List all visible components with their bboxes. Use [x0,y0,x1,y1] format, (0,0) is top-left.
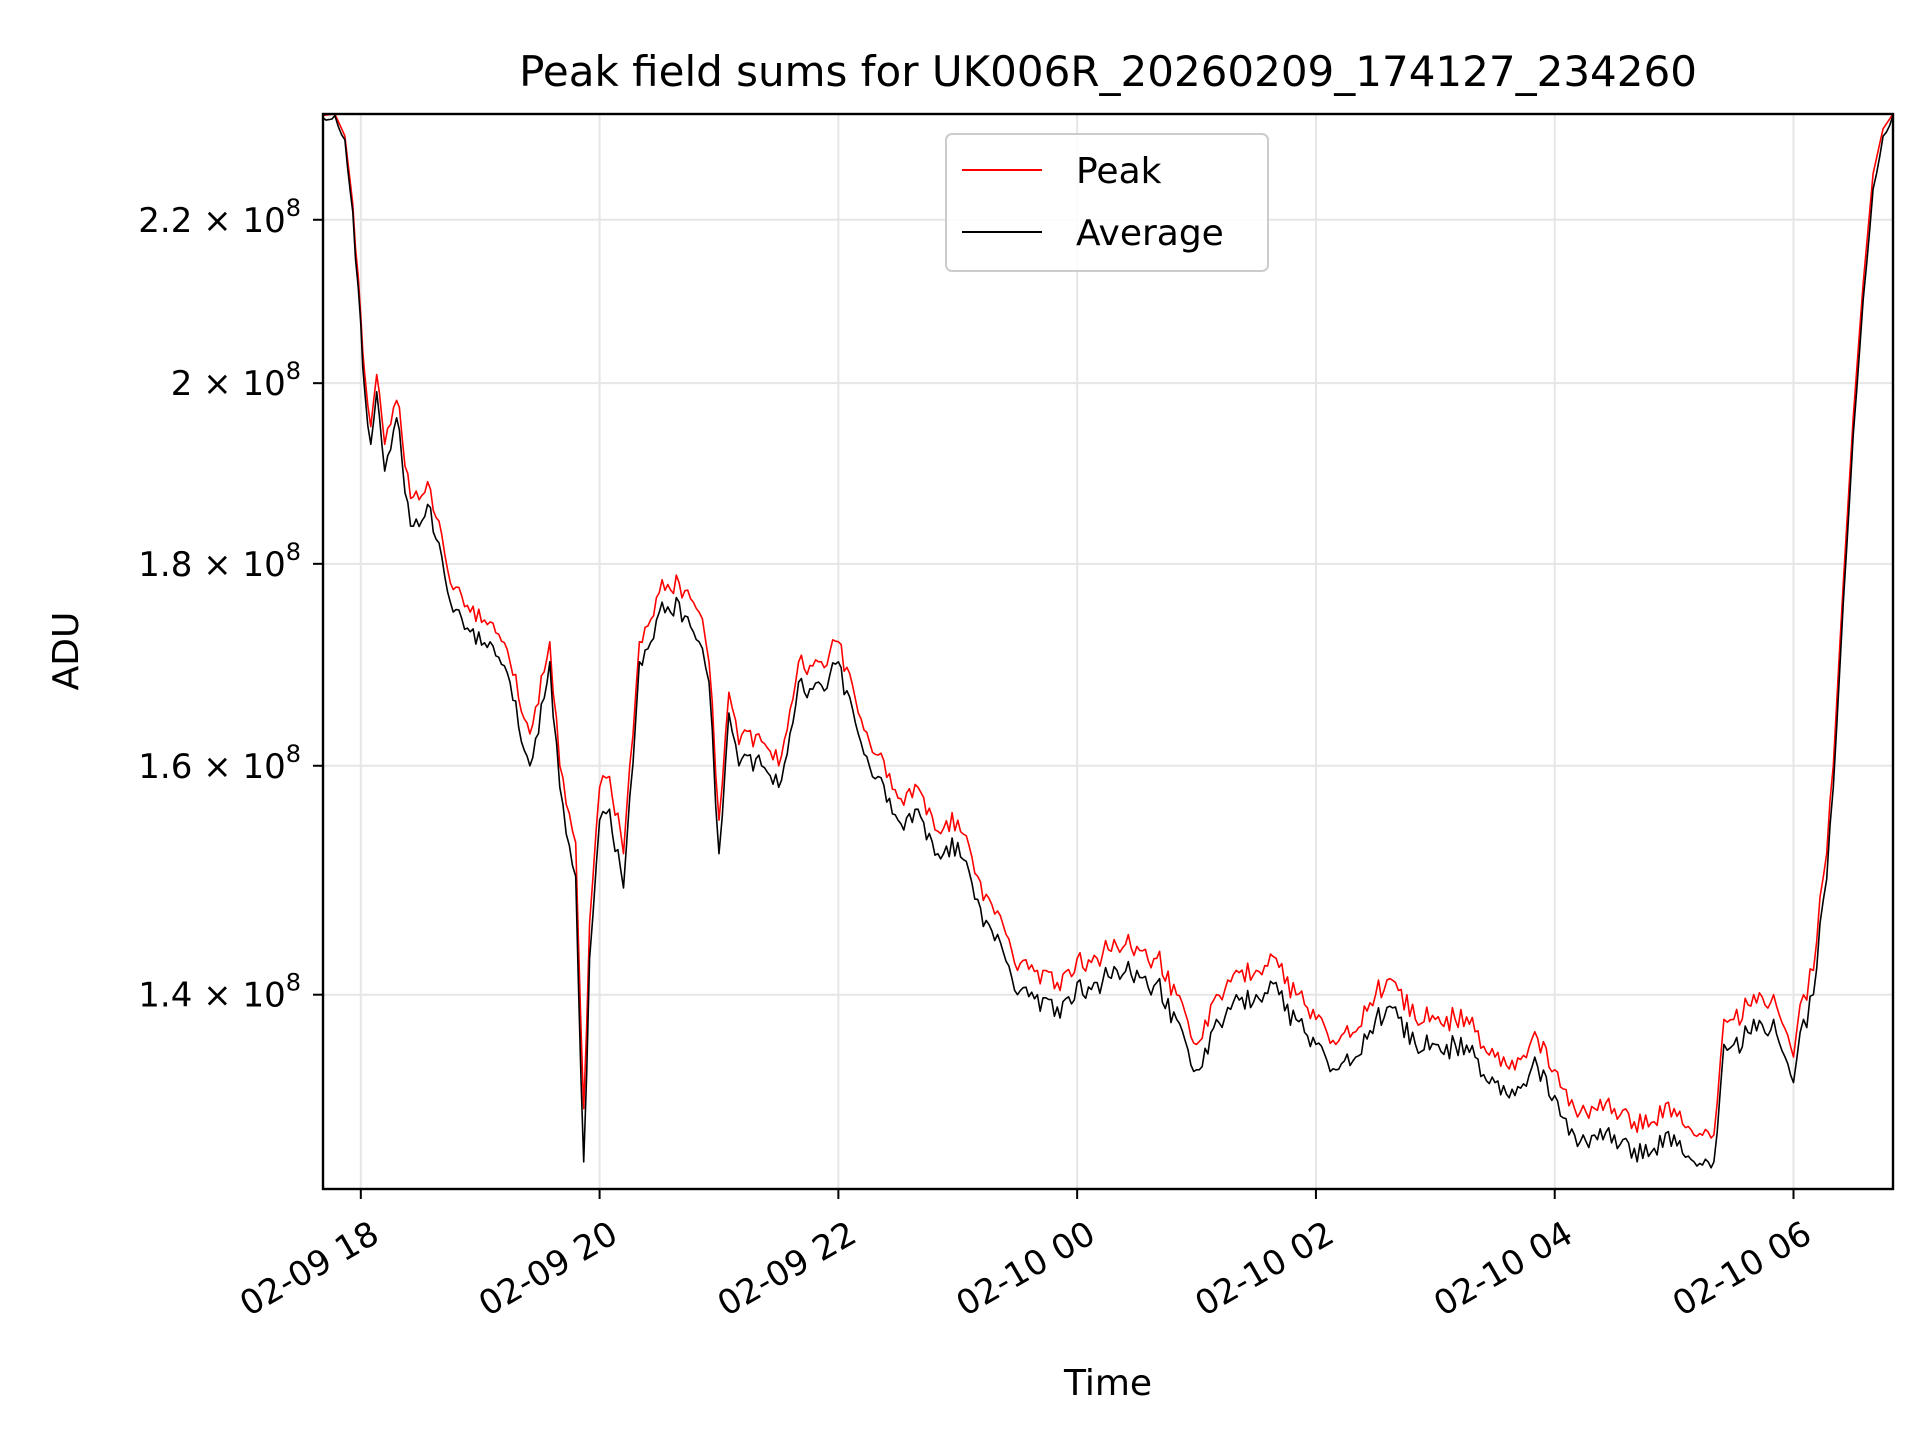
series-line-peak [322,113,1894,1139]
series-line-average [322,114,1894,1169]
legend-peak-label: Peak [1076,151,1162,192]
y-tick-label: 2 × 108 [171,357,301,404]
y-tick-label: 1.8 × 108 [138,538,301,585]
plot-area [321,112,1895,1191]
y-tick-label: 2.2 × 108 [138,194,301,241]
y-axis: 1.4 × 108 1.6 × 108 1.8 × 108 2 × 108 2.2 × … [138,194,323,1016]
y-tick-label: 1.6 × 108 [138,740,301,787]
y-tick-label: 1.4 × 108 [138,969,301,1016]
x-axis-label: Time [1063,1363,1152,1404]
legend-box [945,133,1269,272]
y-axis-label: ADU [46,612,87,691]
grid [323,114,1893,1189]
legend-average-label: Average [1076,213,1224,254]
chart-title: Peak field sums for UK006R_20260209_1741… [519,47,1697,96]
legend: Peak Average [945,133,1269,272]
series-group [322,113,1894,1169]
